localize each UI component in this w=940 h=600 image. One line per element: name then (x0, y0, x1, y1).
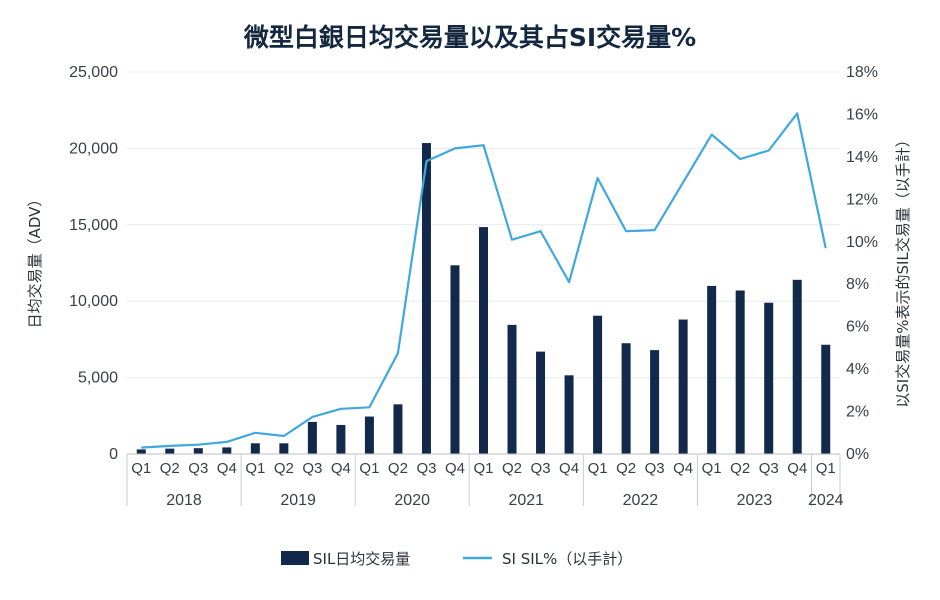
y2-tick-label: 6% (846, 319, 869, 336)
year-label: 2020 (394, 492, 430, 509)
x-tick-label: Q2 (388, 460, 408, 477)
bar (650, 350, 660, 454)
y2-tick-label: 4% (846, 361, 869, 378)
bar (222, 447, 232, 454)
x-tick-label: Q3 (188, 460, 208, 477)
y2-tick-label: 8% (846, 276, 869, 293)
x-tick-label: Q2 (274, 460, 294, 477)
bar (479, 227, 488, 454)
x-tick-label: Q3 (302, 460, 322, 477)
year-label: 2023 (737, 492, 773, 509)
x-tick-label: Q3 (759, 460, 779, 477)
legend: SIL日均交易量 SI SIL%（以手計） (281, 550, 632, 568)
y2-tick-label: 2% (846, 404, 869, 421)
legend-line-label: SI SIL%（以手計） (502, 550, 632, 568)
gridlines (127, 71, 840, 379)
right-axis-ticks: 0% 2% 4% 6% 8% 10% 12% 14% 16% 18% (846, 64, 878, 463)
x-tick-label: Q2 (730, 460, 750, 477)
bar (307, 421, 317, 454)
y-tick-label: 5,000 (78, 370, 118, 387)
x-tick-label: Q2 (502, 460, 522, 477)
x-tick-label: Q1 (245, 460, 265, 477)
y2-tick-label: 16% (846, 106, 878, 123)
bar (165, 448, 175, 454)
bar (421, 143, 431, 454)
y-tick-label: 25,000 (69, 64, 118, 81)
x-tick-label: Q3 (416, 460, 436, 477)
y2-tick-label: 18% (846, 64, 878, 81)
x-tick-label: Q3 (531, 460, 551, 477)
bar (193, 448, 203, 454)
x-tick-label: Q1 (588, 460, 608, 477)
bar (735, 290, 745, 454)
line-path (141, 112, 827, 449)
bar (536, 351, 546, 454)
bar (621, 343, 631, 454)
chart-title: 微型白銀日均交易量以及其占SI交易量% (243, 23, 696, 52)
bar-series (136, 143, 831, 454)
y-tick-label: 15,000 (69, 217, 118, 234)
y-tick-label: 20,000 (69, 140, 118, 157)
bar (593, 315, 603, 454)
x-tick-label: Q1 (702, 460, 722, 477)
year-label: 2019 (280, 492, 316, 509)
bar (393, 404, 403, 454)
bar (792, 279, 802, 454)
x-tick-label: Q4 (217, 460, 237, 477)
legend-bar-label: SIL日均交易量 (313, 550, 410, 568)
line-series (141, 112, 827, 449)
x-tick-label: Q1 (359, 460, 379, 477)
bar (707, 285, 717, 454)
x-tick-label: Q1 (131, 460, 151, 477)
y-tick-label: 10,000 (69, 293, 118, 310)
x-tick-label: Q1 (473, 460, 493, 477)
bar (678, 319, 688, 454)
y2-tick-label: 14% (846, 149, 878, 166)
legend-bar-swatch (281, 551, 309, 565)
x-tick-label: Q4 (787, 460, 807, 477)
x-tick-label: Q4 (331, 460, 351, 477)
bar (250, 443, 260, 454)
bar (507, 324, 517, 454)
bar (336, 424, 346, 454)
year-label: 2024 (808, 492, 844, 509)
x-tick-label: Q4 (673, 460, 693, 477)
x-axis: Q1 Q2 Q3 Q4 Q1 Q2 Q3 Q4 Q1 Q2 Q3 Q4 Q1 Q2 Q3 Q4 Q1 Q2 Q3 Q4… (126, 453, 844, 509)
bar (364, 416, 374, 454)
y2-axis-label: 以SI交易量%表示的SIL交易量（以手計） (894, 132, 912, 408)
y2-tick-label: 10% (846, 234, 878, 251)
bar (450, 265, 460, 454)
x-tick-label: Q3 (645, 460, 665, 477)
y2-tick-label: 12% (846, 191, 878, 208)
year-label: 2018 (166, 492, 202, 509)
year-label: 2022 (623, 492, 659, 509)
year-label: 2021 (508, 492, 544, 509)
y2-tick-label: 0% (846, 446, 869, 463)
bar (821, 344, 831, 454)
x-tick-label: Q4 (559, 460, 579, 477)
x-tick-label: Q1 (816, 460, 836, 477)
left-axis-ticks: 0 5,000 10,000 15,000 20,000 25,000 (69, 64, 118, 463)
x-tick-label: Q4 (445, 460, 465, 477)
y-axis-label: 日均交易量（ADV） (26, 192, 44, 329)
y-tick-label: 0 (109, 446, 118, 463)
bar (564, 375, 574, 454)
x-tick-label: Q2 (616, 460, 636, 477)
x-tick-label: Q2 (160, 460, 180, 477)
bar (279, 443, 289, 454)
bar (136, 449, 146, 454)
bar (764, 302, 774, 454)
